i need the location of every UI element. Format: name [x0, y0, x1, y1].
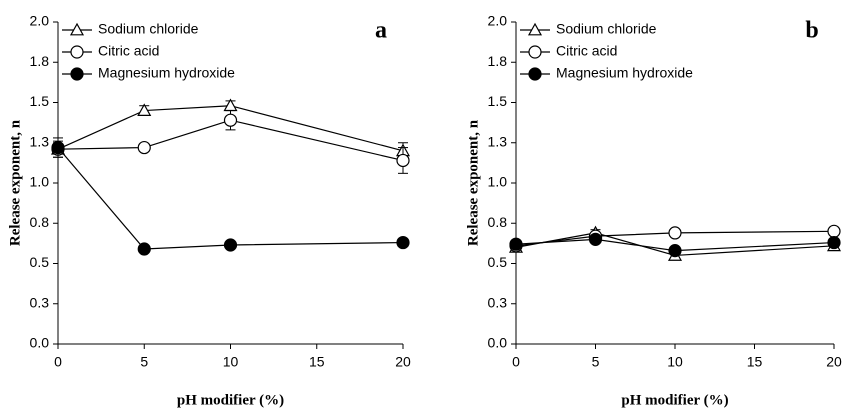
- marker: [509, 237, 523, 251]
- legend-label: Magnesium hydroxide: [556, 65, 693, 81]
- y-tick-label: 1.3: [488, 133, 508, 149]
- x-tick-label: 0: [512, 354, 520, 370]
- y-tick-label: 1.8: [30, 53, 50, 69]
- y-tick-label: 1.0: [30, 174, 50, 190]
- series-line: [515, 230, 835, 247]
- y-tick-label: 0.0: [488, 335, 508, 351]
- series-line: [57, 147, 404, 250]
- y-axis-title: Release exponent, n: [465, 119, 481, 246]
- x-tick-label: 20: [395, 354, 411, 370]
- series-line: [515, 238, 835, 252]
- x-axis-title: pH modifier (%): [177, 392, 284, 408]
- y-tick-label: 0.3: [30, 294, 50, 310]
- y-tick-label: 1.5: [30, 93, 50, 109]
- y-tick-label: 0.3: [488, 294, 508, 310]
- marker: [223, 113, 238, 127]
- marker: [827, 235, 841, 250]
- y-tick-label: 1.8: [488, 53, 508, 69]
- x-axis-title: pH modifier (%): [621, 392, 728, 408]
- marker: [396, 235, 410, 250]
- marker: [223, 238, 238, 252]
- legend-label: Citric acid: [556, 43, 617, 59]
- x-tick-label: 10: [223, 354, 239, 370]
- legend-label: Sodium chloride: [98, 21, 199, 37]
- marker: [668, 226, 682, 240]
- legend-label: Magnesium hydroxide: [98, 65, 235, 81]
- x-tick-label: 15: [747, 354, 763, 370]
- marker: [668, 244, 682, 258]
- y-tick-label: 0.5: [30, 254, 50, 270]
- marker: [827, 224, 841, 238]
- legend-marker: [70, 45, 84, 59]
- y-tick-label: 0.5: [488, 254, 508, 270]
- marker: [137, 103, 152, 116]
- legend-marker: [70, 67, 84, 81]
- marker: [137, 242, 151, 256]
- x-tick-label: 20: [826, 354, 842, 370]
- y-tick-label: 1.3: [30, 133, 50, 149]
- series-line: [57, 105, 404, 152]
- marker: [396, 153, 410, 168]
- x-tick-label: 0: [54, 354, 62, 370]
- legend-marker: [69, 22, 85, 36]
- series-line: [57, 119, 404, 162]
- marker: [51, 140, 65, 155]
- x-tick-label: 5: [140, 354, 148, 370]
- y-tick-label: 2.0: [488, 13, 508, 29]
- legend-marker: [527, 22, 543, 36]
- marker: [588, 232, 603, 246]
- series-line: [515, 232, 835, 257]
- y-tick-label: 1.5: [488, 93, 508, 109]
- x-tick-label: 15: [309, 354, 325, 370]
- y-tick-label: 1.0: [488, 174, 508, 190]
- legend-label: Citric acid: [98, 43, 159, 59]
- legend-label: Sodium chloride: [556, 21, 657, 37]
- panel-label: b: [805, 18, 818, 44]
- x-tick-label: 5: [592, 354, 600, 370]
- panel-label: a: [375, 18, 387, 44]
- marker: [137, 140, 151, 155]
- legend-marker: [528, 67, 542, 81]
- y-tick-label: 0.0: [30, 335, 50, 351]
- y-tick-label: 0.8: [30, 214, 50, 230]
- x-tick-label: 10: [667, 354, 683, 370]
- y-axis-title: Release exponent, n: [7, 119, 23, 246]
- legend-marker: [528, 45, 542, 59]
- y-tick-label: 0.8: [488, 214, 508, 230]
- y-tick-label: 2.0: [30, 13, 50, 29]
